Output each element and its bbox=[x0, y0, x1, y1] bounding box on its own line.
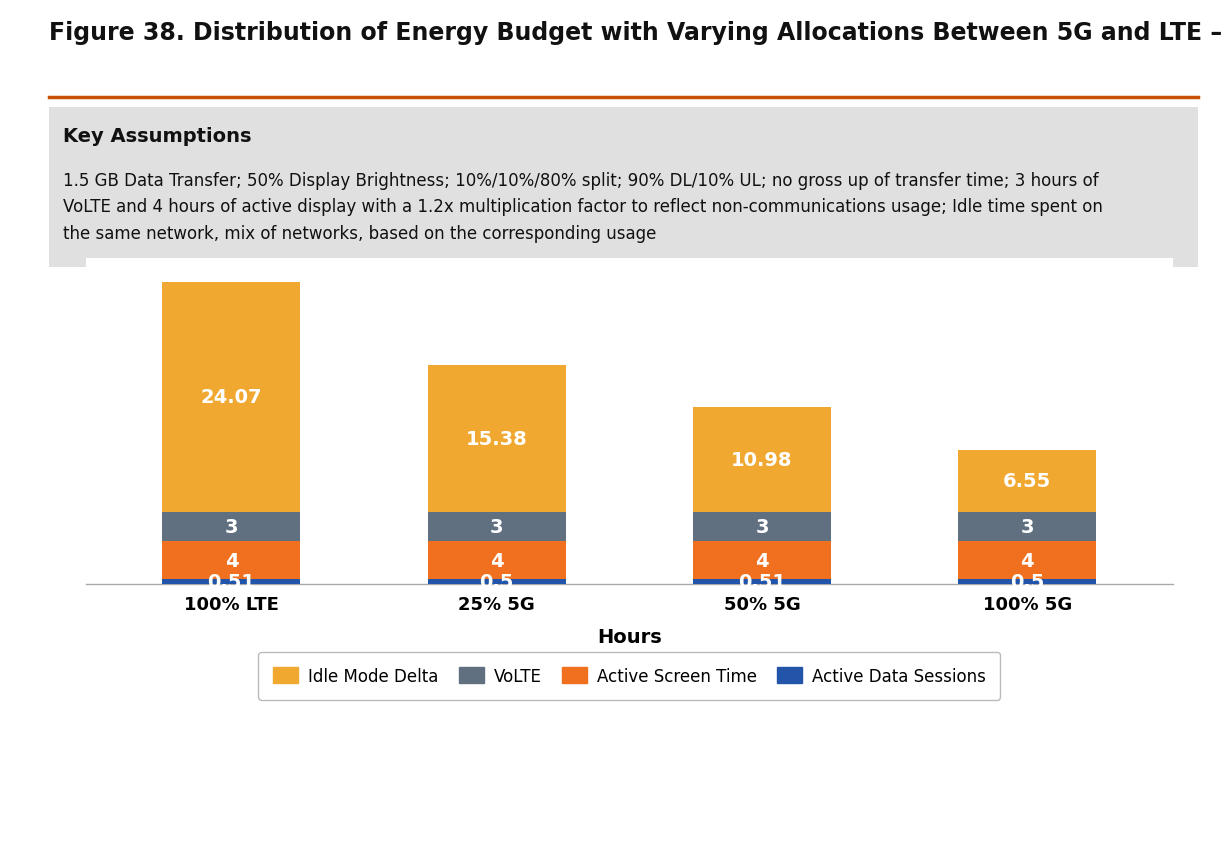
Text: 4: 4 bbox=[225, 551, 238, 570]
Bar bbox=[693, 542, 831, 580]
Bar bbox=[428, 513, 566, 542]
Text: 0.51: 0.51 bbox=[738, 572, 786, 592]
Text: 0.5: 0.5 bbox=[479, 572, 514, 592]
Text: 15.38: 15.38 bbox=[466, 430, 528, 449]
X-axis label: Hours: Hours bbox=[598, 628, 661, 647]
Bar bbox=[163, 513, 301, 542]
Bar bbox=[958, 580, 1096, 584]
Text: 0.51: 0.51 bbox=[208, 572, 255, 592]
Bar bbox=[163, 282, 301, 513]
Text: 24.07: 24.07 bbox=[200, 388, 263, 407]
Bar bbox=[428, 542, 566, 580]
Text: 10.98: 10.98 bbox=[731, 450, 793, 470]
Text: 1.5 GB Data Transfer; 50% Display Brightness; 10%/10%/80% split; 90% DL/10% UL; : 1.5 GB Data Transfer; 50% Display Bright… bbox=[62, 171, 1102, 242]
Text: 4: 4 bbox=[490, 551, 503, 570]
Bar bbox=[163, 542, 301, 580]
Text: 6.55: 6.55 bbox=[1003, 472, 1051, 490]
Bar bbox=[428, 366, 566, 513]
Bar bbox=[958, 542, 1096, 580]
Text: 4: 4 bbox=[1020, 551, 1034, 570]
Text: 4: 4 bbox=[755, 551, 769, 570]
Bar bbox=[958, 513, 1096, 542]
Bar bbox=[428, 580, 566, 584]
Bar bbox=[163, 580, 301, 584]
Bar bbox=[693, 513, 831, 542]
Bar bbox=[693, 580, 831, 584]
Text: Key Assumptions: Key Assumptions bbox=[62, 127, 252, 146]
Bar bbox=[693, 408, 831, 513]
Text: 3: 3 bbox=[490, 518, 503, 537]
Bar bbox=[958, 450, 1096, 513]
Text: 3: 3 bbox=[225, 518, 238, 537]
Text: 3: 3 bbox=[755, 518, 769, 537]
Legend: Idle Mode Delta, VoLTE, Active Screen Time, Active Data Sessions: Idle Mode Delta, VoLTE, Active Screen Ti… bbox=[258, 652, 1001, 699]
Text: 3: 3 bbox=[1020, 518, 1034, 537]
Text: 0.5: 0.5 bbox=[1011, 572, 1045, 592]
Text: Figure 38. Distribution of Energy Budget with Varying Allocations Between 5G and: Figure 38. Distribution of Energy Budget… bbox=[49, 21, 1222, 45]
